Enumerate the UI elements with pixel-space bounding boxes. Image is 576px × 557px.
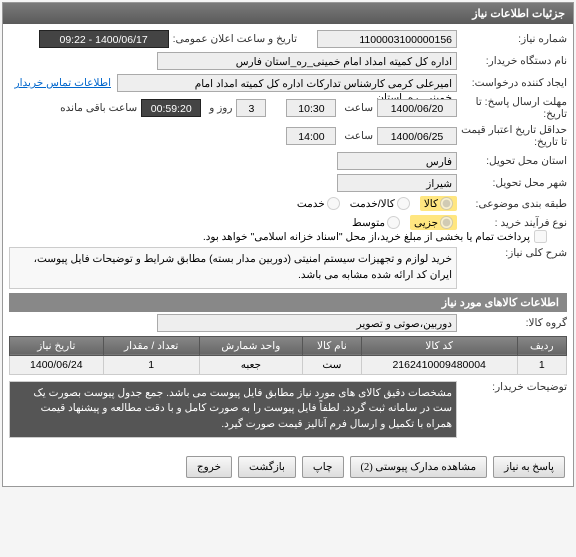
- proc-low-label: جزیی: [414, 217, 438, 229]
- buyer-org: اداره کل کمیته امداد امام خمینی_ره_استان…: [157, 52, 457, 70]
- time-label-2: ساعت: [340, 130, 373, 142]
- need-number: 1100003100000156: [317, 30, 457, 48]
- table-header-row: ردیف کد کالا نام کالا واحد شمارش تعداد /…: [10, 336, 567, 355]
- installment-checkbox[interactable]: [534, 230, 547, 243]
- back-button[interactable]: بازگشت: [238, 456, 296, 478]
- category-radio-group: کالا کالا/خدمت خدمت: [297, 196, 457, 211]
- panel-body: شماره نیاز: 1100003100000156 تاریخ و ساع…: [3, 24, 573, 448]
- days-count: 3: [236, 99, 266, 117]
- need-desc-label: شرح کلی نیاز:: [457, 247, 567, 259]
- goods-header: اطلاعات کالاهای مورد نیاز: [9, 293, 567, 312]
- time-label-1: ساعت: [340, 102, 373, 114]
- days-label: روز و: [205, 102, 232, 114]
- details-panel: جزئیات اطلاعات نیاز شماره نیاز: 11000031…: [2, 2, 574, 487]
- validity-label: حداقل تاریخ اعتبار قیمت تا تاریخ:: [457, 124, 567, 148]
- cell-code: 2162410009480004: [361, 355, 517, 374]
- cell-qty: 1: [103, 355, 199, 374]
- table-row[interactable]: 1 2162410009480004 ست جعبه 1 1400/06/24: [10, 355, 567, 374]
- cat-goods-radio[interactable]: کالا: [420, 196, 457, 211]
- cell-date: 1400/06/24: [10, 355, 104, 374]
- buyer-org-label: نام دستگاه خریدار:: [457, 55, 567, 67]
- requester-label: ایجاد کننده درخواست:: [457, 77, 567, 89]
- validity-time: 14:00: [286, 127, 336, 145]
- remaining-label: ساعت باقی مانده: [56, 102, 137, 114]
- exit-button[interactable]: خروج: [186, 456, 232, 478]
- process-label: نوع فرآیند خرید :: [457, 217, 567, 229]
- need-desc: خرید لوازم و تجهیزات سیستم امنیتی (دوربی…: [9, 247, 457, 289]
- buyer-notes-label: توضیحات خریدار:: [457, 381, 567, 393]
- respond-button[interactable]: پاسخ به نیاز: [493, 456, 565, 478]
- province-label: استان محل تحویل:: [457, 155, 567, 167]
- cat-serviceonly-radio[interactable]: خدمت: [297, 197, 340, 210]
- deadline-label: مهلت ارسال پاسخ: تا تاریخ:: [457, 96, 567, 120]
- goods-group: دوربین،صوتی و تصویر: [157, 314, 457, 332]
- col-row: ردیف: [517, 336, 566, 355]
- col-qty: تعداد / مقدار: [103, 336, 199, 355]
- print-button[interactable]: چاپ: [302, 456, 344, 478]
- contact-link[interactable]: اطلاعات تماس خریدار: [15, 77, 111, 89]
- need-number-label: شماره نیاز:: [457, 33, 567, 45]
- cat-serviceonly-label: خدمت: [297, 198, 325, 210]
- city-label: شهر محل تحویل:: [457, 177, 567, 189]
- goods-table: ردیف کد کالا نام کالا واحد شمارش تعداد /…: [9, 336, 567, 375]
- category-label: طبقه بندی موضوعی:: [457, 198, 567, 210]
- goods-group-label: گروه کالا:: [457, 317, 567, 329]
- cat-goods-label: کالا: [424, 198, 438, 210]
- proc-mid-radio[interactable]: متوسط: [352, 216, 400, 229]
- attachments-button[interactable]: مشاهده مدارک پیوستی (2): [350, 456, 488, 478]
- process-radio-group: جزیی متوسط: [352, 215, 457, 230]
- buyer-notes: مشخصات دقیق کالای های مورد نیاز مطابق فا…: [9, 381, 457, 438]
- panel-title: جزئیات اطلاعات نیاز: [3, 3, 573, 24]
- announce-value: 1400/06/17 - 09:22: [39, 30, 169, 48]
- city: شیراز: [337, 174, 457, 192]
- col-name: نام کالا: [302, 336, 361, 355]
- col-unit: واحد شمارش: [199, 336, 302, 355]
- cell-unit: جعبه: [199, 355, 302, 374]
- col-code: کد کالا: [361, 336, 517, 355]
- cat-service-label: کالا/خدمت: [350, 198, 395, 210]
- cell-row: 1: [517, 355, 566, 374]
- proc-low-radio[interactable]: جزیی: [410, 215, 457, 230]
- proc-mid-label: متوسط: [352, 217, 385, 229]
- deadline-time: 10:30: [286, 99, 336, 117]
- col-date: تاریخ نیاز: [10, 336, 104, 355]
- deadline-date: 1400/06/20: [377, 99, 457, 117]
- announce-label: تاریخ و ساعت اعلان عمومی:: [169, 33, 297, 45]
- cat-service-radio[interactable]: کالا/خدمت: [350, 197, 410, 210]
- remaining-time: 00:59:20: [141, 99, 201, 117]
- province: فارس: [337, 152, 457, 170]
- validity-date: 1400/06/25: [377, 127, 457, 145]
- buttons-row: پاسخ به نیاز مشاهده مدارک پیوستی (2) چاپ…: [3, 448, 573, 486]
- requester: امیرعلی کرمی کارشناس تدارکات اداره کل کم…: [117, 74, 457, 92]
- installment-checkbox-row: پرداخت تمام یا بخشی از مبلغ خرید،از محل …: [203, 230, 547, 243]
- cell-name: ست: [302, 355, 361, 374]
- installment-text: پرداخت تمام یا بخشی از مبلغ خرید،از محل …: [203, 231, 530, 243]
